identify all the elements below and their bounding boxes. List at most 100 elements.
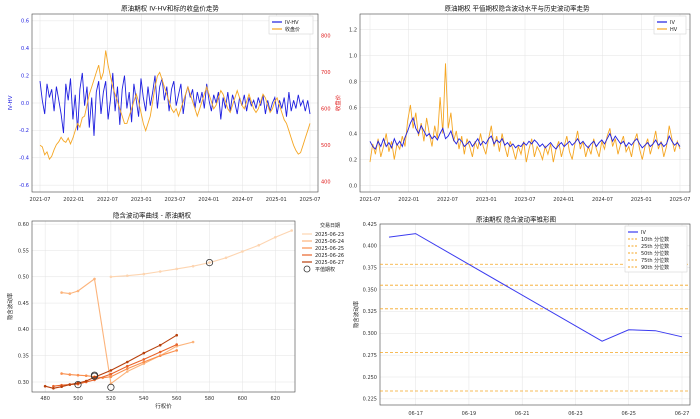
x-tick-label: 06-17	[408, 411, 423, 417]
y-tick-label: -0.6	[19, 183, 29, 189]
smile-point	[158, 350, 162, 354]
x-tick-label: 500	[73, 396, 83, 402]
smile-point	[93, 376, 96, 379]
smile-line-2025-06-25	[61, 349, 177, 379]
smile-point	[175, 343, 178, 346]
y-tick-label: 0.350	[363, 287, 377, 293]
y-tick-label: 0.50	[18, 275, 29, 281]
x-tick-label: 2024-07	[232, 197, 253, 203]
y-tick-label: 0.35	[18, 353, 29, 359]
x-tick-label: 540	[139, 396, 149, 402]
legend-label: 75th 分位数	[641, 257, 669, 264]
smile-point	[175, 267, 178, 271]
y-tick-label: -0.2	[19, 128, 29, 134]
x-tick-label: 2025-01	[631, 197, 652, 203]
x-tick-label: 2023-01	[131, 197, 152, 203]
smile-point	[142, 351, 146, 355]
smile-point	[76, 381, 80, 385]
smile-point	[84, 379, 88, 383]
y-tick-label: 0.250	[363, 375, 377, 381]
legend-title: 交易日期	[320, 222, 340, 229]
y-tick-label: 0.40	[18, 327, 29, 333]
y-tick-label: 0.4	[349, 131, 357, 137]
x-tick-label: 560	[172, 396, 182, 402]
legend-label: 2025-06-26	[315, 253, 344, 259]
legend-label: HV	[670, 27, 678, 33]
chart-title: 原油期权 IV-HV和标的收盘价走势	[121, 4, 219, 13]
x-tick-label: 2021-07	[30, 197, 51, 203]
y-axis-label: 隐含波动率	[6, 292, 14, 320]
x-tick-label: 600	[238, 396, 248, 402]
chart-iv-smile: 隐含波动率曲线 - 原油期权 480 500 520 540 560 580 600 620 0…	[6, 211, 344, 411]
x-tick-label: 2025-07	[670, 197, 691, 203]
x-tick-label: 2022-07	[437, 197, 458, 203]
legend-label: 2025-06-24	[315, 239, 344, 245]
x-tick-label: 06-21	[515, 411, 530, 417]
y-tick-label: -0.4	[19, 156, 29, 162]
smile-point	[126, 364, 129, 368]
y-tick-label: 1.0	[349, 53, 357, 59]
smile-point	[93, 277, 96, 281]
x-tick-label: 06-27	[675, 411, 690, 417]
smile-point	[109, 375, 113, 379]
smile-point	[142, 272, 146, 276]
x-tick-label: 480	[40, 396, 50, 402]
smile-point	[60, 372, 63, 375]
y-axis-label: 隐含波动率	[352, 300, 360, 328]
atm-marker	[74, 380, 82, 389]
y-tick-label: 0.0	[21, 101, 29, 107]
smile-point	[60, 385, 63, 389]
plot-frame	[359, 13, 691, 193]
legend-label: 90th 分位数	[641, 264, 669, 271]
legend-label: 10th 分位数	[641, 236, 669, 243]
y-tick-label: 0.375	[363, 266, 377, 272]
atm-marker	[90, 371, 99, 379]
y-tick-label: 0.60	[18, 222, 29, 228]
series-line-iv-hv	[39, 72, 311, 136]
smile-point	[158, 343, 162, 347]
smile-point	[257, 243, 261, 247]
smile-point	[224, 256, 228, 260]
smile-line-2025-06-27	[44, 334, 177, 389]
y2-tick-label: 500	[321, 143, 331, 149]
x-tick-label: 2024-01	[198, 197, 219, 203]
x-tick-label: 580	[205, 396, 215, 402]
x-tick-label: 2022-01	[63, 197, 84, 203]
y-tick-label: 0.225	[363, 397, 377, 403]
smile-point	[142, 360, 146, 364]
x-tick-label: 2024-01	[553, 197, 574, 203]
legend-label: IV	[670, 20, 675, 26]
legend-label: 50th 分位数	[641, 250, 669, 257]
y-tick-label: 0.6	[349, 105, 357, 111]
chart-iv-hv-close-price: 原油期权 IV-HV和标的收盘价走势 2021-07 2022-01 2022-07…	[8, 4, 342, 204]
y-tick-label: 0.6	[21, 19, 29, 25]
x-tick-label: 06-25	[621, 411, 636, 417]
x-axis-label: 行权价	[155, 402, 172, 410]
plot-frame	[31, 220, 296, 393]
smile-point	[208, 261, 211, 264]
x-tick-label: 2025-07	[300, 197, 321, 203]
smile-line-2025-06-24	[61, 277, 194, 385]
smile-line-2025-06-23	[110, 229, 292, 278]
y-tick-label: 0.400	[363, 244, 377, 250]
smile-point	[126, 360, 129, 364]
chart-title: 原油期权 隐含波动率锥形图	[476, 215, 556, 224]
smile-point	[191, 264, 195, 268]
y-tick-label: 0.325	[363, 309, 377, 315]
chart-title: 原油期权 平值期权隐含波动水平与历史波动率走势	[444, 4, 590, 13]
y-tick-label: 0.2	[21, 73, 29, 79]
y2-tick-label: 700	[321, 70, 331, 76]
y-tick-label: 0.30	[18, 380, 29, 386]
smile-point	[60, 291, 63, 294]
legend-label: IV	[641, 230, 646, 236]
x-tick-label: 06-23	[568, 411, 583, 417]
series-line-close-price	[39, 50, 311, 161]
chart-atm-iv-vs-hv: 原油期权 平值期权隐含波动水平与历史波动率走势 2021-07 2022-01 20…	[349, 4, 690, 204]
smile-point	[109, 369, 113, 372]
legend-box	[624, 225, 688, 273]
series-line-iv	[369, 116, 681, 150]
y-tick-label: 0.8	[349, 79, 357, 85]
smile-point	[175, 333, 178, 337]
legend-label: 2025-06-27	[315, 260, 344, 266]
y2-tick-label: 800	[321, 34, 331, 40]
